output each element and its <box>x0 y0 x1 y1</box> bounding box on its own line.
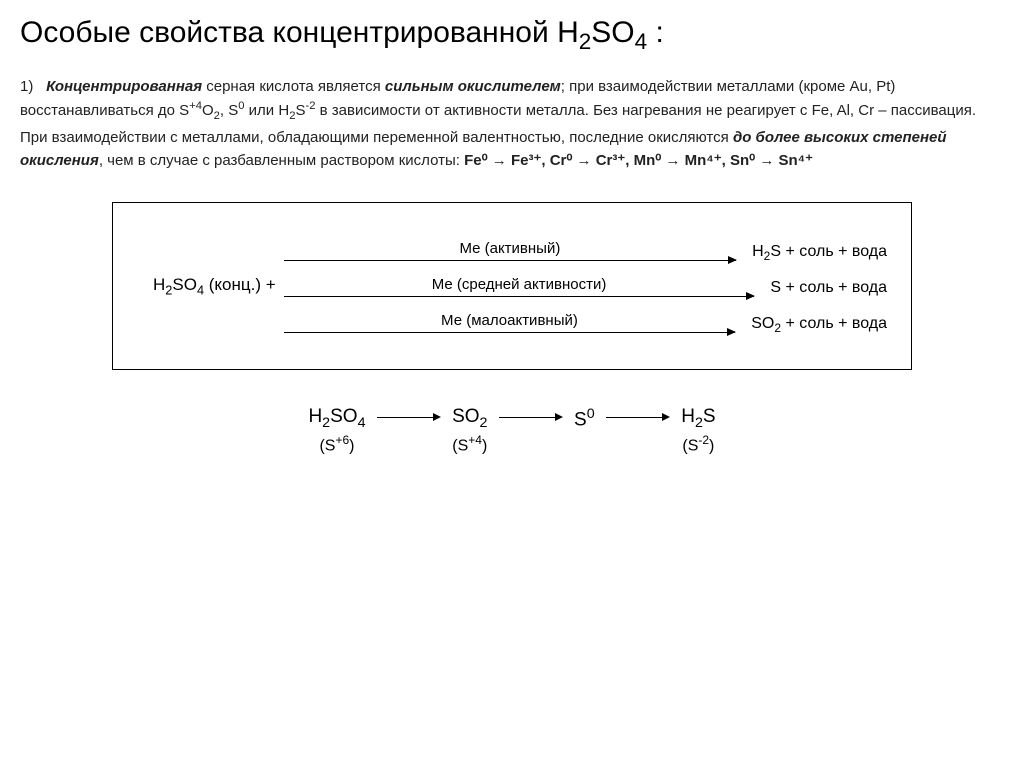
p1-t11: , чем в случае с разбавленным раствором … <box>99 152 464 169</box>
arrow-icon <box>377 410 441 424</box>
arrow-label: Ме (малоактивный) <box>284 312 736 329</box>
arrow-label: Ме (средней активности) <box>284 276 755 293</box>
reaction-scheme: H2SO4 (конц.) + Ме (активный) H2S + соль… <box>112 202 912 370</box>
reaction-rows: Ме (активный) H2S + соль + вода Ме (сред… <box>284 227 887 345</box>
chain-term: SO2 (S+4) <box>452 406 487 455</box>
arrow-icon: Ме (малоактивный) <box>284 309 736 335</box>
chain-term: H2SO4 (S+6) <box>308 406 365 455</box>
reaction-row: Ме (активный) H2S + соль + вода <box>284 237 887 263</box>
p1-t5: O <box>202 102 214 119</box>
reaction-result: SO2 + соль + вода <box>735 315 887 335</box>
page-title: Особые свойства концентрированной H2SO4 … <box>20 16 1004 55</box>
reaction-result: H2S + соль + вода <box>736 243 887 263</box>
redox-series: Fe⁰ → Fe³⁺, Cr⁰ → Cr³⁺, Mn⁰ → Mn⁴⁺, Sn⁰ … <box>464 152 813 169</box>
p1-t2: серная кислота является <box>202 78 385 95</box>
p1-t8: S <box>295 102 305 119</box>
chain-term: H2S (S-2) <box>681 406 715 455</box>
arrow-icon: Ме (средней активности) <box>284 273 755 299</box>
reduction-chain: H2SO4 (S+6) SO2 (S+4) S0 H2S (S-2) <box>20 406 1004 455</box>
reaction-row: Ме (малоактивный) SO2 + соль + вода <box>284 309 887 335</box>
p1-sup3: -2 <box>305 100 315 112</box>
arrow-icon <box>499 410 563 424</box>
title-formula: H2SO4 : <box>557 16 664 49</box>
list-number: 1) <box>20 75 42 98</box>
title-text: Особые свойства концентрированной <box>20 16 557 49</box>
p1-sup1: +4 <box>189 100 202 112</box>
reaction-row: Ме (средней активности) S + соль + вода <box>284 273 887 299</box>
emph-2: сильным окислителем <box>385 78 561 95</box>
reaction-result: S + соль + вода <box>754 279 887 299</box>
arrow-label: Ме (активный) <box>284 240 736 257</box>
emph-1: Концентрированная <box>46 78 202 95</box>
p1-t6: , S <box>220 102 238 119</box>
p1-t7: или H <box>245 102 290 119</box>
chain-term: S0 <box>574 406 595 436</box>
paragraph-1: 1) Концентрированная серная кислота явля… <box>20 75 1004 172</box>
arrow-icon <box>606 410 670 424</box>
reactant-formula: H2SO4 (конц.) + <box>153 275 284 297</box>
arrow-icon: Ме (активный) <box>284 237 736 263</box>
